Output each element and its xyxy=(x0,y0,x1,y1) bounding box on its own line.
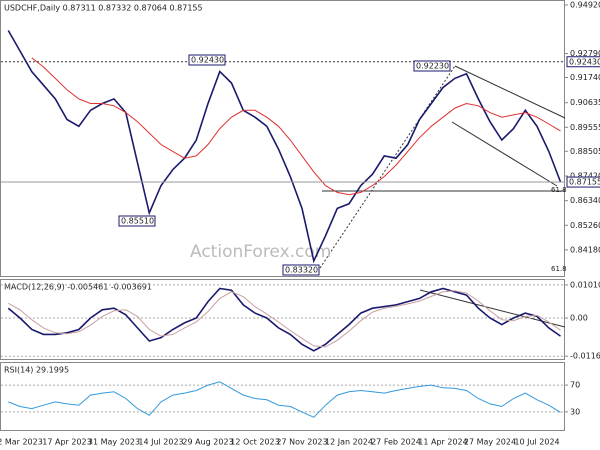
annotation: 61.8 xyxy=(551,265,567,273)
x-tick-label: 10 Jul 2024 xyxy=(514,438,559,447)
rsi-panel xyxy=(0,362,565,431)
y-tick-label: 0.85260 xyxy=(570,221,600,230)
y-tick-label: 0.86340 xyxy=(570,196,600,205)
annotation-box xyxy=(282,264,320,276)
y-tick-label: 70 xyxy=(570,381,580,390)
y-tick-label: 0.88505 xyxy=(570,147,600,156)
watermark: ActionForex.com xyxy=(190,242,331,262)
y-tick-label: 0.91740 xyxy=(570,73,600,82)
macd-title: MACD(12,26,9) -0.005461 -0.003691 xyxy=(4,283,152,292)
x-tick-label: 31 May 2023 xyxy=(88,438,140,447)
y-tick-label: 30 xyxy=(570,407,580,416)
y-tick-label: 0.00 xyxy=(570,314,588,323)
series-line xyxy=(8,381,561,418)
annotation: 0.83320 xyxy=(285,266,318,275)
y-tick-label: 0.89555 xyxy=(570,123,600,132)
series-line xyxy=(8,290,561,348)
x-tick-label: 27 May 2024 xyxy=(464,438,516,447)
x-tick-label: 12 Oct 2023 xyxy=(230,438,279,447)
x-tick-label: 11 Apr 2024 xyxy=(418,438,467,447)
x-tick-label: 2 Mar 2023 xyxy=(0,438,43,447)
series-line xyxy=(31,57,561,196)
trend-line xyxy=(319,65,456,269)
channel-lower xyxy=(451,121,558,187)
level-label: 0.87155 xyxy=(569,178,600,187)
annotation-box xyxy=(413,60,451,72)
y-tick-label: 0.92790 xyxy=(570,49,600,58)
x-tick-label: 12 Jan 2024 xyxy=(325,438,373,447)
y-tick-label: 0.010101 xyxy=(570,280,600,289)
annotation-box xyxy=(118,215,156,227)
annotation-box xyxy=(188,54,226,66)
chart-title: USDCHF,Daily 0.87311 0.87332 0.87064 0.8… xyxy=(4,4,203,13)
x-tick-label: 27 Feb 2024 xyxy=(371,438,421,447)
level-box xyxy=(566,176,600,188)
level-box xyxy=(566,56,600,68)
annotation: 0.85510 xyxy=(121,217,154,226)
x-tick-label: 27 Nov 2023 xyxy=(276,438,327,447)
annotation: 0.92230 xyxy=(416,62,449,71)
rsi-title: RSI(14) 29.1995 xyxy=(4,366,69,375)
y-tick-label: 0.90635 xyxy=(570,98,600,107)
y-tick-label: 0.87420 xyxy=(570,172,600,181)
annotation: 0.92430 xyxy=(191,56,224,65)
x-tick-label: 29 Aug 2023 xyxy=(182,438,233,447)
annotation: 61.8 xyxy=(551,186,567,194)
y-tick-label: 0.94920 xyxy=(570,0,600,9)
x-tick-label: 17 Apr 2023 xyxy=(42,438,91,447)
series-line xyxy=(7,287,561,352)
price-panel xyxy=(0,0,565,277)
channel-upper xyxy=(454,65,566,119)
y-tick-label: -0.011645 xyxy=(570,352,600,361)
macd-panel xyxy=(0,279,565,360)
series-line xyxy=(7,30,562,264)
y-tick-label: 0.84180 xyxy=(570,245,600,254)
level-label: 0.92430 xyxy=(569,57,600,66)
x-tick-label: 14 Jul 2023 xyxy=(138,438,183,447)
